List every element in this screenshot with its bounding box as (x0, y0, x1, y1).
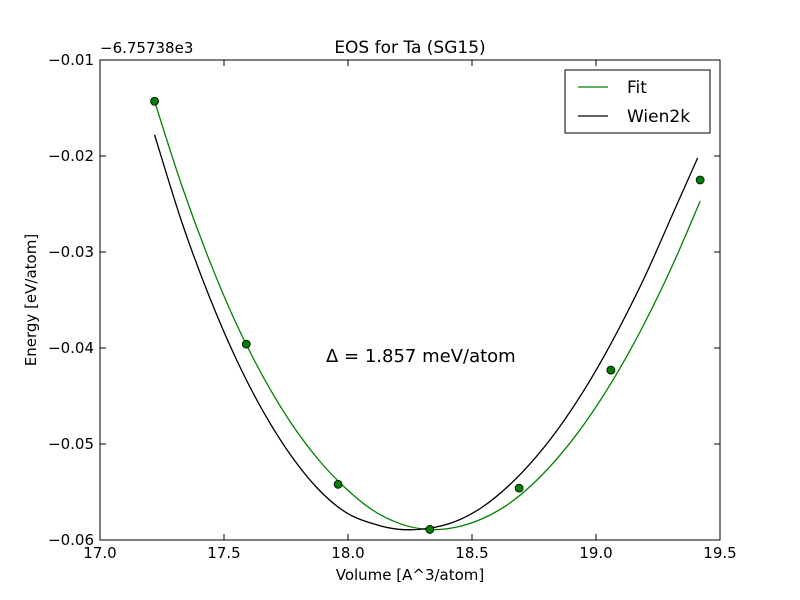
delta-annotation: Δ = 1.857 meV/atom (326, 346, 516, 367)
y-tick-label: −0.01 (48, 51, 94, 69)
y-tick-label: −0.02 (48, 147, 94, 165)
x-tick-label: 18.0 (331, 544, 364, 562)
y-offset-label: −6.75738e3 (100, 39, 193, 57)
y-tick-label: −0.06 (48, 531, 94, 549)
data-point (606, 365, 616, 375)
legend: Fit Wien2k (564, 69, 711, 134)
y-tick-label: −0.03 (48, 243, 94, 261)
x-axis-label: Volume [A^3/atom] (336, 566, 485, 584)
data-point (150, 96, 159, 106)
data-point (695, 175, 705, 185)
chart-title: EOS for Ta (SG15) (334, 38, 485, 58)
legend-box (564, 69, 711, 134)
legend-label-fit: Fit (627, 78, 647, 98)
plot-frame (99, 59, 721, 541)
y-axis-label: Energy [eV/atom] (22, 234, 40, 366)
x-tick-label: 17.5 (207, 544, 240, 562)
x-tick-label: 19.5 (703, 544, 736, 562)
x-tick-label: 17.0 (83, 544, 116, 562)
data-point (241, 339, 251, 349)
data-point (425, 525, 435, 534)
legend-label-wien2k: Wien2k (627, 107, 690, 127)
y-axis-ticks: −0.06 −0.05 −0.04 −0.03 −0.02 −0.01 (48, 51, 720, 549)
data-point (333, 479, 343, 489)
x-axis-ticks: 17.0 17.5 18.0 18.5 19.0 19.5 (83, 60, 737, 562)
x-tick-label: 18.5 (455, 544, 488, 562)
data-point (514, 483, 524, 493)
y-tick-label: −0.04 (48, 339, 94, 357)
x-tick-label: 19.0 (579, 544, 612, 562)
data-points-layer (150, 96, 705, 534)
y-tick-label: −0.05 (48, 435, 94, 453)
